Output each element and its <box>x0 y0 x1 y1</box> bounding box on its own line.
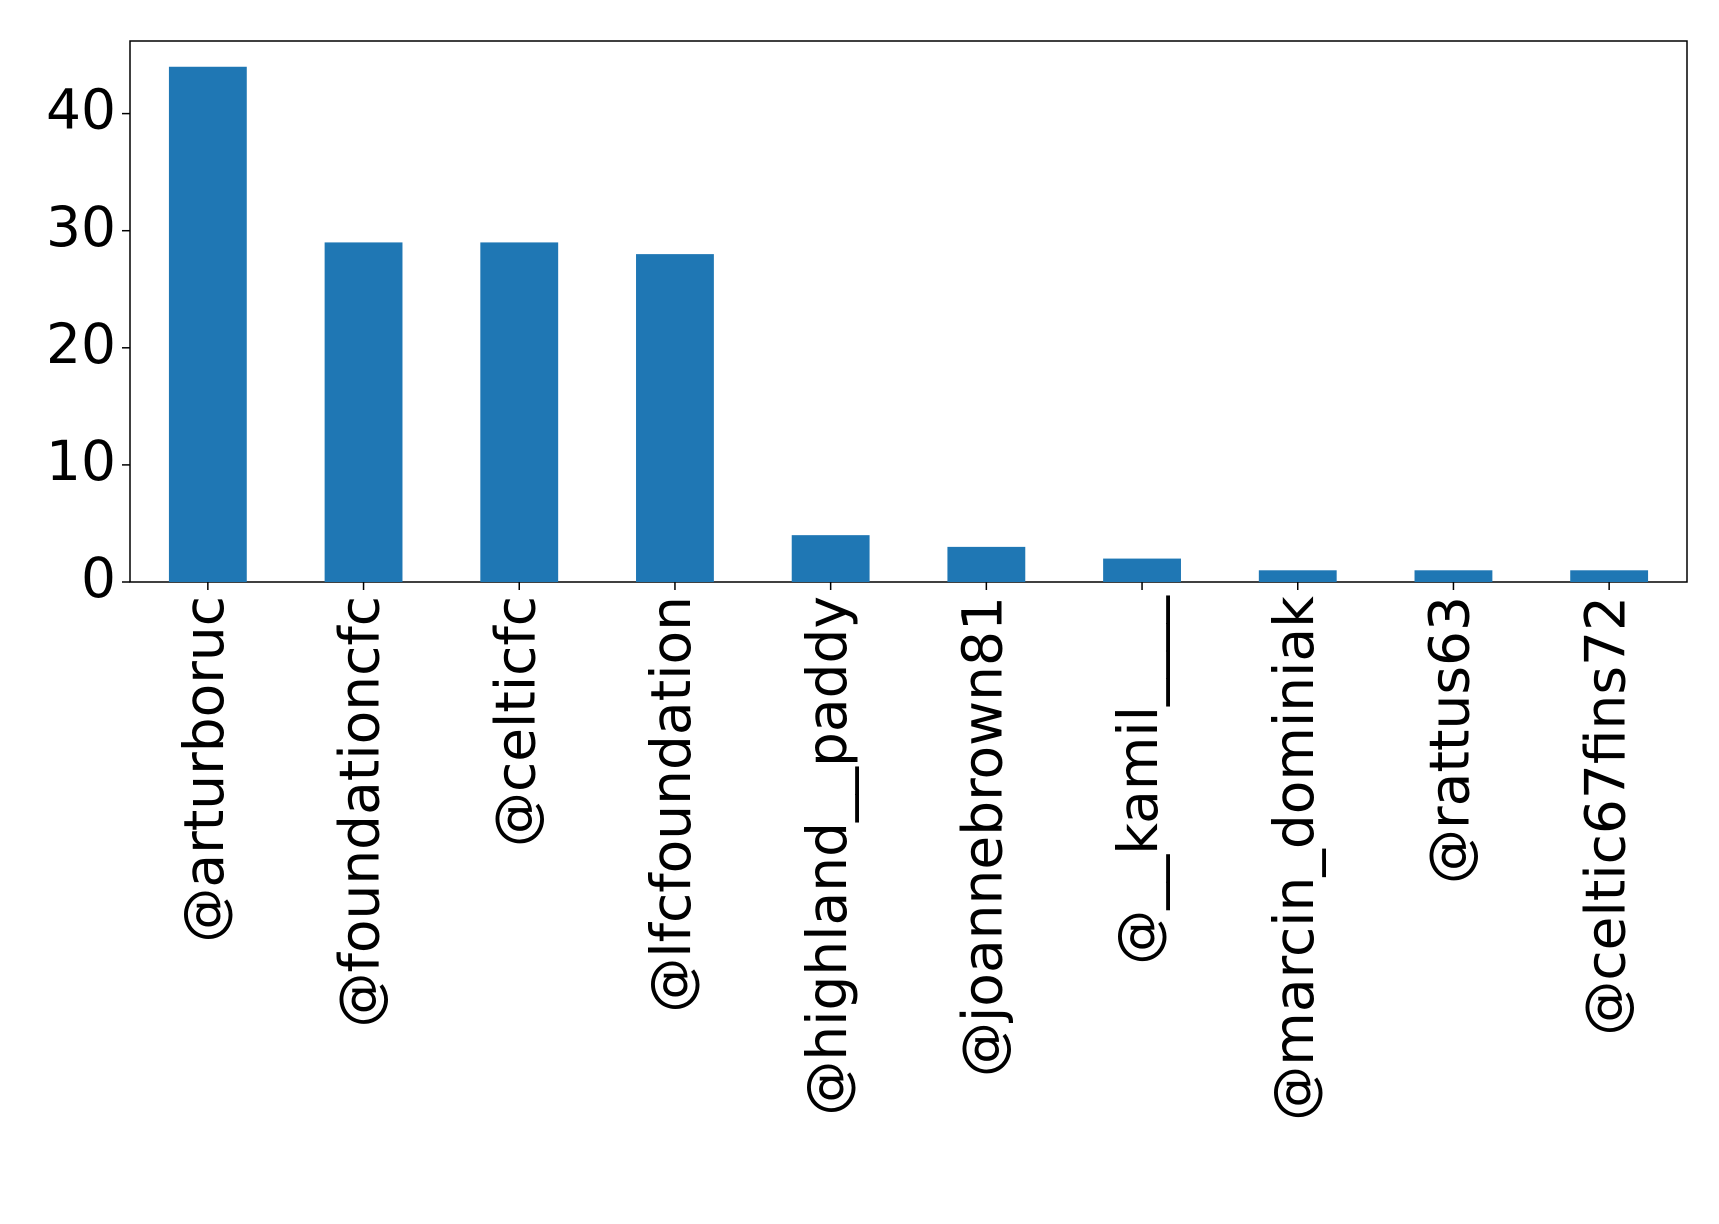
bar <box>168 66 247 582</box>
x-tick-label: @marcin_dominiak <box>1262 596 1326 1121</box>
x-tick-label: @celtic67fins72 <box>1573 596 1637 1036</box>
y-tick-label: 30 <box>46 195 116 259</box>
y-tick-label: 40 <box>46 78 116 142</box>
y-tick-label: 10 <box>46 429 116 493</box>
bar <box>1103 558 1181 582</box>
bar <box>1414 570 1493 582</box>
x-tick-label: @arturboruc <box>172 596 236 943</box>
x-tick-label: @celticfc <box>483 596 547 847</box>
x-tick-label: @rattus63 <box>1418 596 1482 884</box>
bar <box>1258 570 1337 582</box>
bar <box>791 535 870 582</box>
x-tick-label: @highland__paddy <box>795 596 859 1116</box>
x-tick-label: @foundationcfc <box>328 596 392 1028</box>
bar <box>636 254 714 582</box>
x-tick-label: @joannebrown81 <box>950 596 1014 1077</box>
bar <box>480 242 559 582</box>
x-tick-label: @lfcfoundation <box>639 596 703 1013</box>
bar <box>947 546 1026 582</box>
y-tick-label: 0 <box>81 546 116 610</box>
bar <box>324 242 403 582</box>
axes-frame <box>129 40 1688 583</box>
x-tick-label: @__kamil____ <box>1106 595 1170 965</box>
y-tick-label: 20 <box>46 312 116 376</box>
bar <box>1570 570 1649 582</box>
